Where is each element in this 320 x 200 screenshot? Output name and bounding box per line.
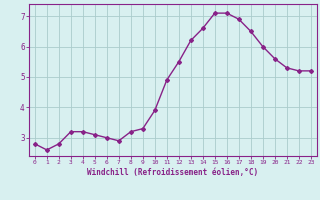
X-axis label: Windchill (Refroidissement éolien,°C): Windchill (Refroidissement éolien,°C) [87, 168, 258, 177]
